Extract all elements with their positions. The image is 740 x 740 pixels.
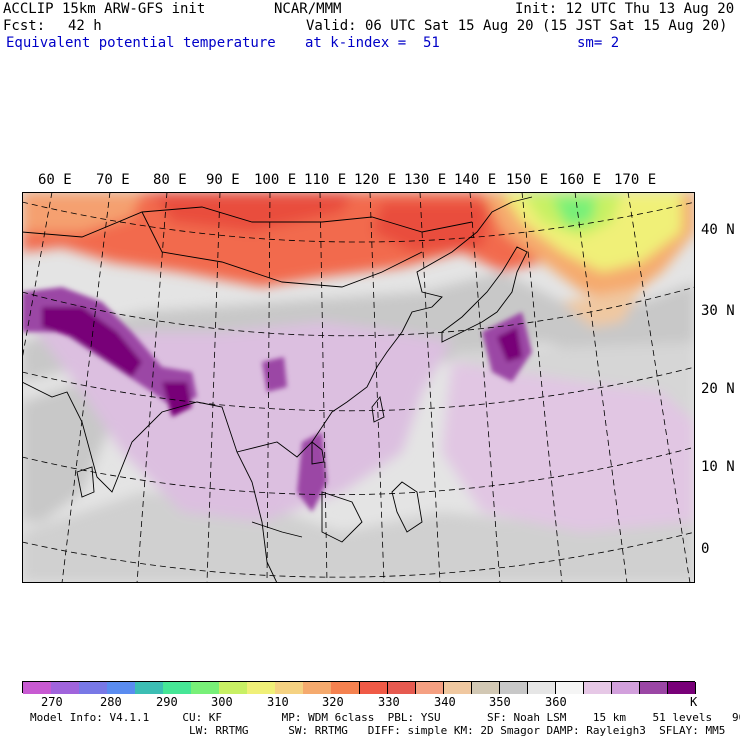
lon-label: 160 E (559, 172, 602, 188)
colorbar-swatch (555, 682, 585, 694)
colorbar-swatch (247, 682, 276, 694)
lon-label: 60 E (38, 172, 72, 188)
colorbar-tick: 320 (322, 695, 344, 709)
colorbar (22, 681, 697, 694)
lon-label: 120 E (354, 172, 397, 188)
colorbar-tick: 330 (378, 695, 400, 709)
colorbar-swatch (79, 682, 108, 694)
colorbar-tick: 270 (41, 695, 63, 709)
model-info-line2: LW: RRTMG SW: RRTMG DIFF: simple KM: 2D … (30, 724, 726, 737)
lon-label: 130 E (404, 172, 447, 188)
forecast-label: Fcst: (3, 18, 46, 34)
lon-label: 140 E (454, 172, 497, 188)
lat-label: 20 N (701, 381, 735, 397)
colorbar-swatch (23, 682, 52, 694)
colorbar-swatch (191, 682, 220, 694)
lon-label: 100 E (254, 172, 297, 188)
colorbar-tick: 290 (156, 695, 178, 709)
colorbar-swatch (499, 682, 529, 694)
colorbar-swatch (107, 682, 136, 694)
theta-e-map (22, 192, 695, 583)
colorbar-tick: 360 (545, 695, 567, 709)
lat-label: 40 N (701, 222, 735, 238)
colorbar-swatch (303, 682, 332, 694)
smoothing-label: sm= 2 (577, 35, 620, 51)
model-title: ACCLIP 15km ARW-GFS init (3, 1, 206, 17)
lon-label: 110 E (304, 172, 347, 188)
colorbar-swatch (443, 682, 473, 694)
colorbar-swatch (135, 682, 164, 694)
lat-label: 0 (701, 541, 710, 557)
colorbar-tick: 340 (434, 695, 456, 709)
colorbar-swatch (527, 682, 557, 694)
field-name: Equivalent potential temperature (6, 35, 276, 51)
valid-time: Valid: 06 UTC Sat 15 Aug 20 (15 JST Sat … (306, 18, 728, 34)
colorbar-swatch (415, 682, 445, 694)
colorbar-tick: 350 (489, 695, 511, 709)
colorbar-swatch (583, 682, 613, 694)
colorbar-swatch (331, 682, 360, 694)
colorbar-swatch (471, 682, 501, 694)
colorbar-tick: 310 (267, 695, 289, 709)
colorbar-swatch (387, 682, 417, 694)
colorbar-swatch (359, 682, 389, 694)
colorbar-tick: 280 (100, 695, 122, 709)
lat-label: 30 N (701, 303, 735, 319)
forecast-hours: 42 h (68, 18, 102, 34)
colorbar-swatch (163, 682, 192, 694)
lon-label: 150 E (506, 172, 549, 188)
org-label: NCAR/MMM (274, 1, 342, 17)
colorbar-tick: 300 (211, 695, 233, 709)
colorbar-unit: K (690, 695, 698, 709)
lat-label: 10 N (701, 459, 735, 475)
colorbar-swatch (667, 682, 697, 694)
lon-label: 80 E (153, 172, 187, 188)
colorbar-swatch (275, 682, 304, 694)
colorbar-swatch (219, 682, 248, 694)
colorbar-swatch (51, 682, 80, 694)
init-time: Init: 12 UTC Thu 13 Aug 20 (515, 1, 735, 17)
lon-label: 90 E (206, 172, 240, 188)
lon-label: 170 E (614, 172, 657, 188)
level-label: at k-index = 51 (305, 35, 440, 51)
model-info-line1: Model Info: V4.1.1 CU: KF MP: WDM 6class… (30, 711, 740, 724)
colorbar-swatch (639, 682, 669, 694)
colorbar-swatch (611, 682, 641, 694)
lon-label: 70 E (96, 172, 130, 188)
